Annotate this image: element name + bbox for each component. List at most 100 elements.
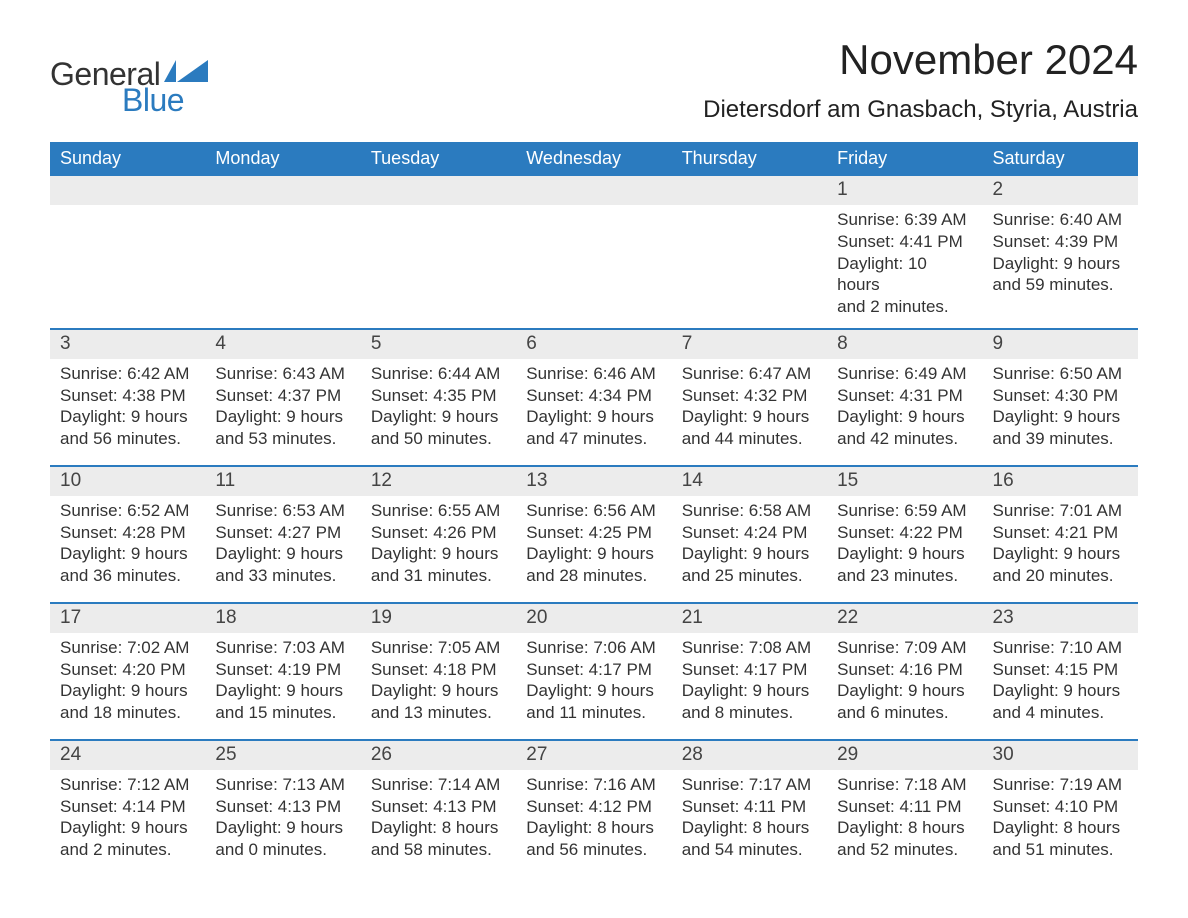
day-number-cell: 5: [361, 330, 516, 359]
day-number-row: 12: [50, 176, 1138, 205]
daylight-line-2: and 4 minutes.: [993, 702, 1128, 724]
day-number-cell: 9: [983, 330, 1138, 359]
day-number-cell: 7: [672, 330, 827, 359]
daylight-line-2: and 58 minutes.: [371, 839, 506, 861]
day-number-cell: 1: [827, 176, 982, 205]
sunrise-line: Sunrise: 6:58 AM: [682, 500, 817, 522]
day-details-cell: [50, 205, 205, 328]
day-details-cell: Sunrise: 7:01 AMSunset: 4:21 PMDaylight:…: [983, 496, 1138, 602]
daylight-line-2: and 44 minutes.: [682, 428, 817, 450]
sunset-line: Sunset: 4:14 PM: [60, 796, 195, 818]
day-number-cell: 29: [827, 741, 982, 770]
sunset-line: Sunset: 4:12 PM: [526, 796, 661, 818]
day-number-cell: 27: [516, 741, 671, 770]
sunrise-line: Sunrise: 6:40 AM: [993, 209, 1128, 231]
daylight-line-1: Daylight: 9 hours: [526, 543, 661, 565]
sunrise-line: Sunrise: 7:13 AM: [215, 774, 350, 796]
sunset-line: Sunset: 4:28 PM: [60, 522, 195, 544]
sunrise-line: Sunrise: 6:42 AM: [60, 363, 195, 385]
day-number: 2: [993, 179, 1128, 201]
daylight-line-1: Daylight: 9 hours: [682, 680, 817, 702]
day-details-cell: Sunrise: 6:44 AMSunset: 4:35 PMDaylight:…: [361, 359, 516, 465]
sunrise-line: Sunrise: 6:56 AM: [526, 500, 661, 522]
day-details-cell: Sunrise: 7:16 AMSunset: 4:12 PMDaylight:…: [516, 770, 671, 876]
sunset-line: Sunset: 4:11 PM: [682, 796, 817, 818]
sunset-line: Sunset: 4:13 PM: [215, 796, 350, 818]
daylight-line-2: and 42 minutes.: [837, 428, 972, 450]
day-number-cell: 10: [50, 467, 205, 496]
day-number-row: 3456789: [50, 330, 1138, 359]
day-number-cell: 23: [983, 604, 1138, 633]
day-number: 27: [526, 744, 661, 766]
sunset-line: Sunset: 4:11 PM: [837, 796, 972, 818]
day-number-cell: 19: [361, 604, 516, 633]
sunrise-line: Sunrise: 6:44 AM: [371, 363, 506, 385]
daylight-line-2: and 25 minutes.: [682, 565, 817, 587]
day-details-row: Sunrise: 6:42 AMSunset: 4:38 PMDaylight:…: [50, 359, 1138, 465]
sunrise-line: Sunrise: 7:02 AM: [60, 637, 195, 659]
day-number: 9: [993, 333, 1128, 355]
day-number: 14: [682, 470, 817, 492]
week-row: 12Sunrise: 6:39 AMSunset: 4:41 PMDayligh…: [50, 176, 1138, 328]
day-number: 3: [60, 333, 195, 355]
day-details-cell: Sunrise: 6:55 AMSunset: 4:26 PMDaylight:…: [361, 496, 516, 602]
day-details-cell: Sunrise: 7:13 AMSunset: 4:13 PMDaylight:…: [205, 770, 360, 876]
sunset-line: Sunset: 4:41 PM: [837, 231, 972, 253]
sunrise-line: Sunrise: 6:43 AM: [215, 363, 350, 385]
sunrise-line: Sunrise: 6:47 AM: [682, 363, 817, 385]
day-number: 30: [993, 744, 1128, 766]
daylight-line-1: Daylight: 9 hours: [682, 406, 817, 428]
daylight-line-1: Daylight: 9 hours: [837, 543, 972, 565]
daylight-line-1: Daylight: 9 hours: [371, 680, 506, 702]
sunset-line: Sunset: 4:20 PM: [60, 659, 195, 681]
daylight-line-1: Daylight: 9 hours: [682, 543, 817, 565]
day-number-cell: 15: [827, 467, 982, 496]
day-details-cell: Sunrise: 6:58 AMSunset: 4:24 PMDaylight:…: [672, 496, 827, 602]
sunset-line: Sunset: 4:15 PM: [993, 659, 1128, 681]
daylight-line-1: Daylight: 8 hours: [682, 817, 817, 839]
day-number-cell: 26: [361, 741, 516, 770]
daylight-line-1: Daylight: 8 hours: [993, 817, 1128, 839]
sunset-line: Sunset: 4:26 PM: [371, 522, 506, 544]
day-number: 28: [682, 744, 817, 766]
sunset-line: Sunset: 4:30 PM: [993, 385, 1128, 407]
sunrise-line: Sunrise: 6:46 AM: [526, 363, 661, 385]
sunset-line: Sunset: 4:39 PM: [993, 231, 1128, 253]
daylight-line-1: Daylight: 8 hours: [526, 817, 661, 839]
daylight-line-1: Daylight: 8 hours: [837, 817, 972, 839]
daylight-line-2: and 31 minutes.: [371, 565, 506, 587]
sunset-line: Sunset: 4:19 PM: [215, 659, 350, 681]
day-number-cell: [361, 176, 516, 205]
daylight-line-1: Daylight: 8 hours: [371, 817, 506, 839]
daylight-line-1: Daylight: 9 hours: [837, 406, 972, 428]
daylight-line-1: Daylight: 9 hours: [526, 680, 661, 702]
sunset-line: Sunset: 4:32 PM: [682, 385, 817, 407]
sunrise-line: Sunrise: 6:55 AM: [371, 500, 506, 522]
day-number-row: 10111213141516: [50, 467, 1138, 496]
daylight-line-2: and 51 minutes.: [993, 839, 1128, 861]
daylight-line-2: and 15 minutes.: [215, 702, 350, 724]
daylight-line-2: and 52 minutes.: [837, 839, 972, 861]
day-number: 8: [837, 333, 972, 355]
day-number-cell: 22: [827, 604, 982, 633]
sunset-line: Sunset: 4:27 PM: [215, 522, 350, 544]
daylight-line-1: Daylight: 9 hours: [60, 817, 195, 839]
day-details-cell: [672, 205, 827, 328]
daylight-line-1: Daylight: 9 hours: [215, 817, 350, 839]
daylight-line-2: and 6 minutes.: [837, 702, 972, 724]
day-of-week-header: Sunday Monday Tuesday Wednesday Thursday…: [50, 142, 1138, 176]
sunrise-line: Sunrise: 7:19 AM: [993, 774, 1128, 796]
day-details-cell: Sunrise: 7:19 AMSunset: 4:10 PMDaylight:…: [983, 770, 1138, 876]
week-row: 24252627282930Sunrise: 7:12 AMSunset: 4:…: [50, 739, 1138, 876]
daylight-line-2: and 8 minutes.: [682, 702, 817, 724]
calendar: Sunday Monday Tuesday Wednesday Thursday…: [50, 142, 1138, 876]
day-number: 7: [682, 333, 817, 355]
daylight-line-2: and 28 minutes.: [526, 565, 661, 587]
sunset-line: Sunset: 4:17 PM: [526, 659, 661, 681]
day-details-cell: Sunrise: 7:14 AMSunset: 4:13 PMDaylight:…: [361, 770, 516, 876]
day-number-cell: 30: [983, 741, 1138, 770]
sunset-line: Sunset: 4:21 PM: [993, 522, 1128, 544]
day-details-row: Sunrise: 6:39 AMSunset: 4:41 PMDaylight:…: [50, 205, 1138, 328]
sunset-line: Sunset: 4:24 PM: [682, 522, 817, 544]
sunset-line: Sunset: 4:25 PM: [526, 522, 661, 544]
